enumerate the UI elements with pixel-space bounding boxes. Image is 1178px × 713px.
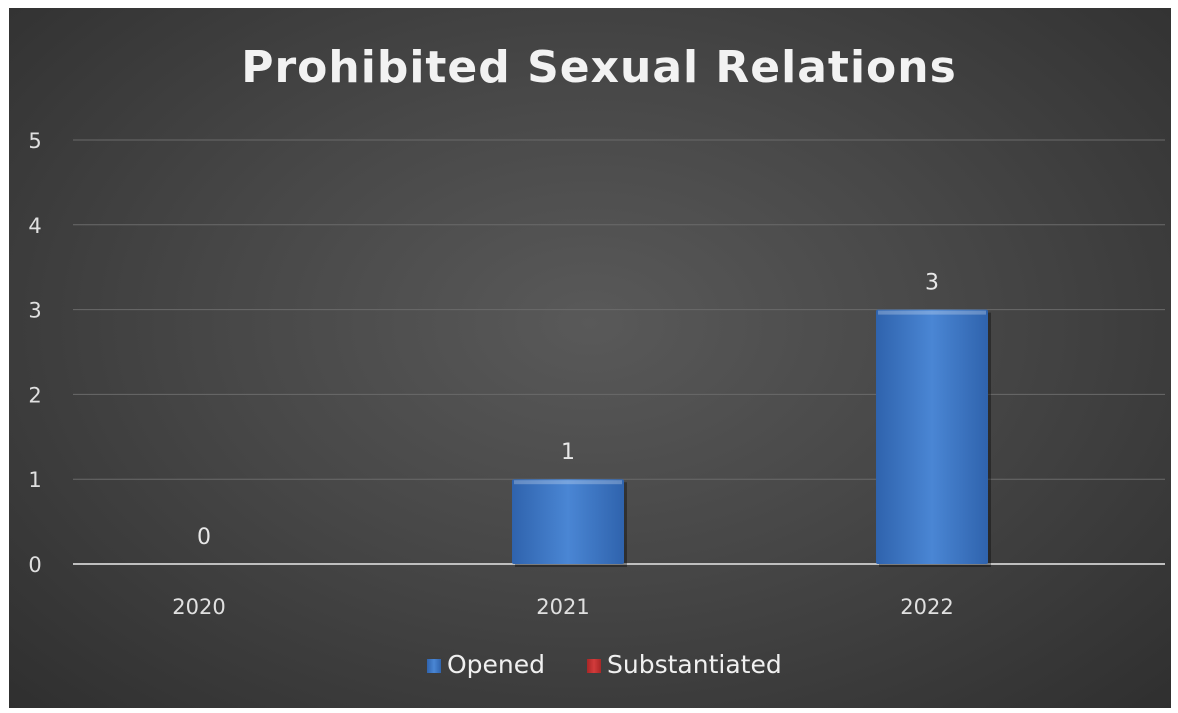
y-tick-label: 2 bbox=[28, 383, 41, 407]
x-tick-label-2022: 2022 bbox=[900, 595, 953, 619]
y-tick-label: 5 bbox=[28, 129, 41, 153]
legend-swatch-opened bbox=[427, 659, 441, 673]
y-tick-label: 3 bbox=[28, 299, 41, 323]
legend-swatch-substantiated bbox=[587, 659, 601, 673]
data-label-2022: 3 bbox=[925, 271, 939, 296]
chart-title: Prohibited Sexual Relations bbox=[241, 42, 957, 93]
x-tick-label-2021: 2021 bbox=[536, 595, 589, 619]
data-label-2020: 0 bbox=[197, 525, 211, 550]
bar-opened-2022 bbox=[876, 310, 988, 564]
bar-chart: Prohibited Sexual Relations 0 1 2 3 4 5 0 1 3 2… bbox=[9, 8, 1171, 708]
data-label-2021: 1 bbox=[561, 440, 575, 465]
y-axis-ticks: 0 1 2 3 4 5 bbox=[28, 129, 41, 577]
bar-opened-2021 bbox=[512, 479, 624, 564]
legend-label-opened: Opened bbox=[447, 650, 545, 679]
legend: Opened Substantiated bbox=[427, 650, 782, 679]
y-tick-label: 0 bbox=[28, 553, 41, 577]
bar-highlight bbox=[878, 311, 986, 315]
x-tick-label-2020: 2020 bbox=[172, 595, 225, 619]
y-tick-label: 1 bbox=[28, 468, 41, 492]
legend-label-substantiated: Substantiated bbox=[607, 650, 782, 679]
bars bbox=[512, 310, 991, 567]
x-axis-ticks: 2020 2021 2022 bbox=[172, 595, 953, 619]
bar-highlight bbox=[514, 480, 622, 484]
y-tick-label: 4 bbox=[28, 214, 41, 238]
chart-frame: Prohibited Sexual Relations 0 1 2 3 4 5 0 1 3 2… bbox=[9, 8, 1171, 708]
